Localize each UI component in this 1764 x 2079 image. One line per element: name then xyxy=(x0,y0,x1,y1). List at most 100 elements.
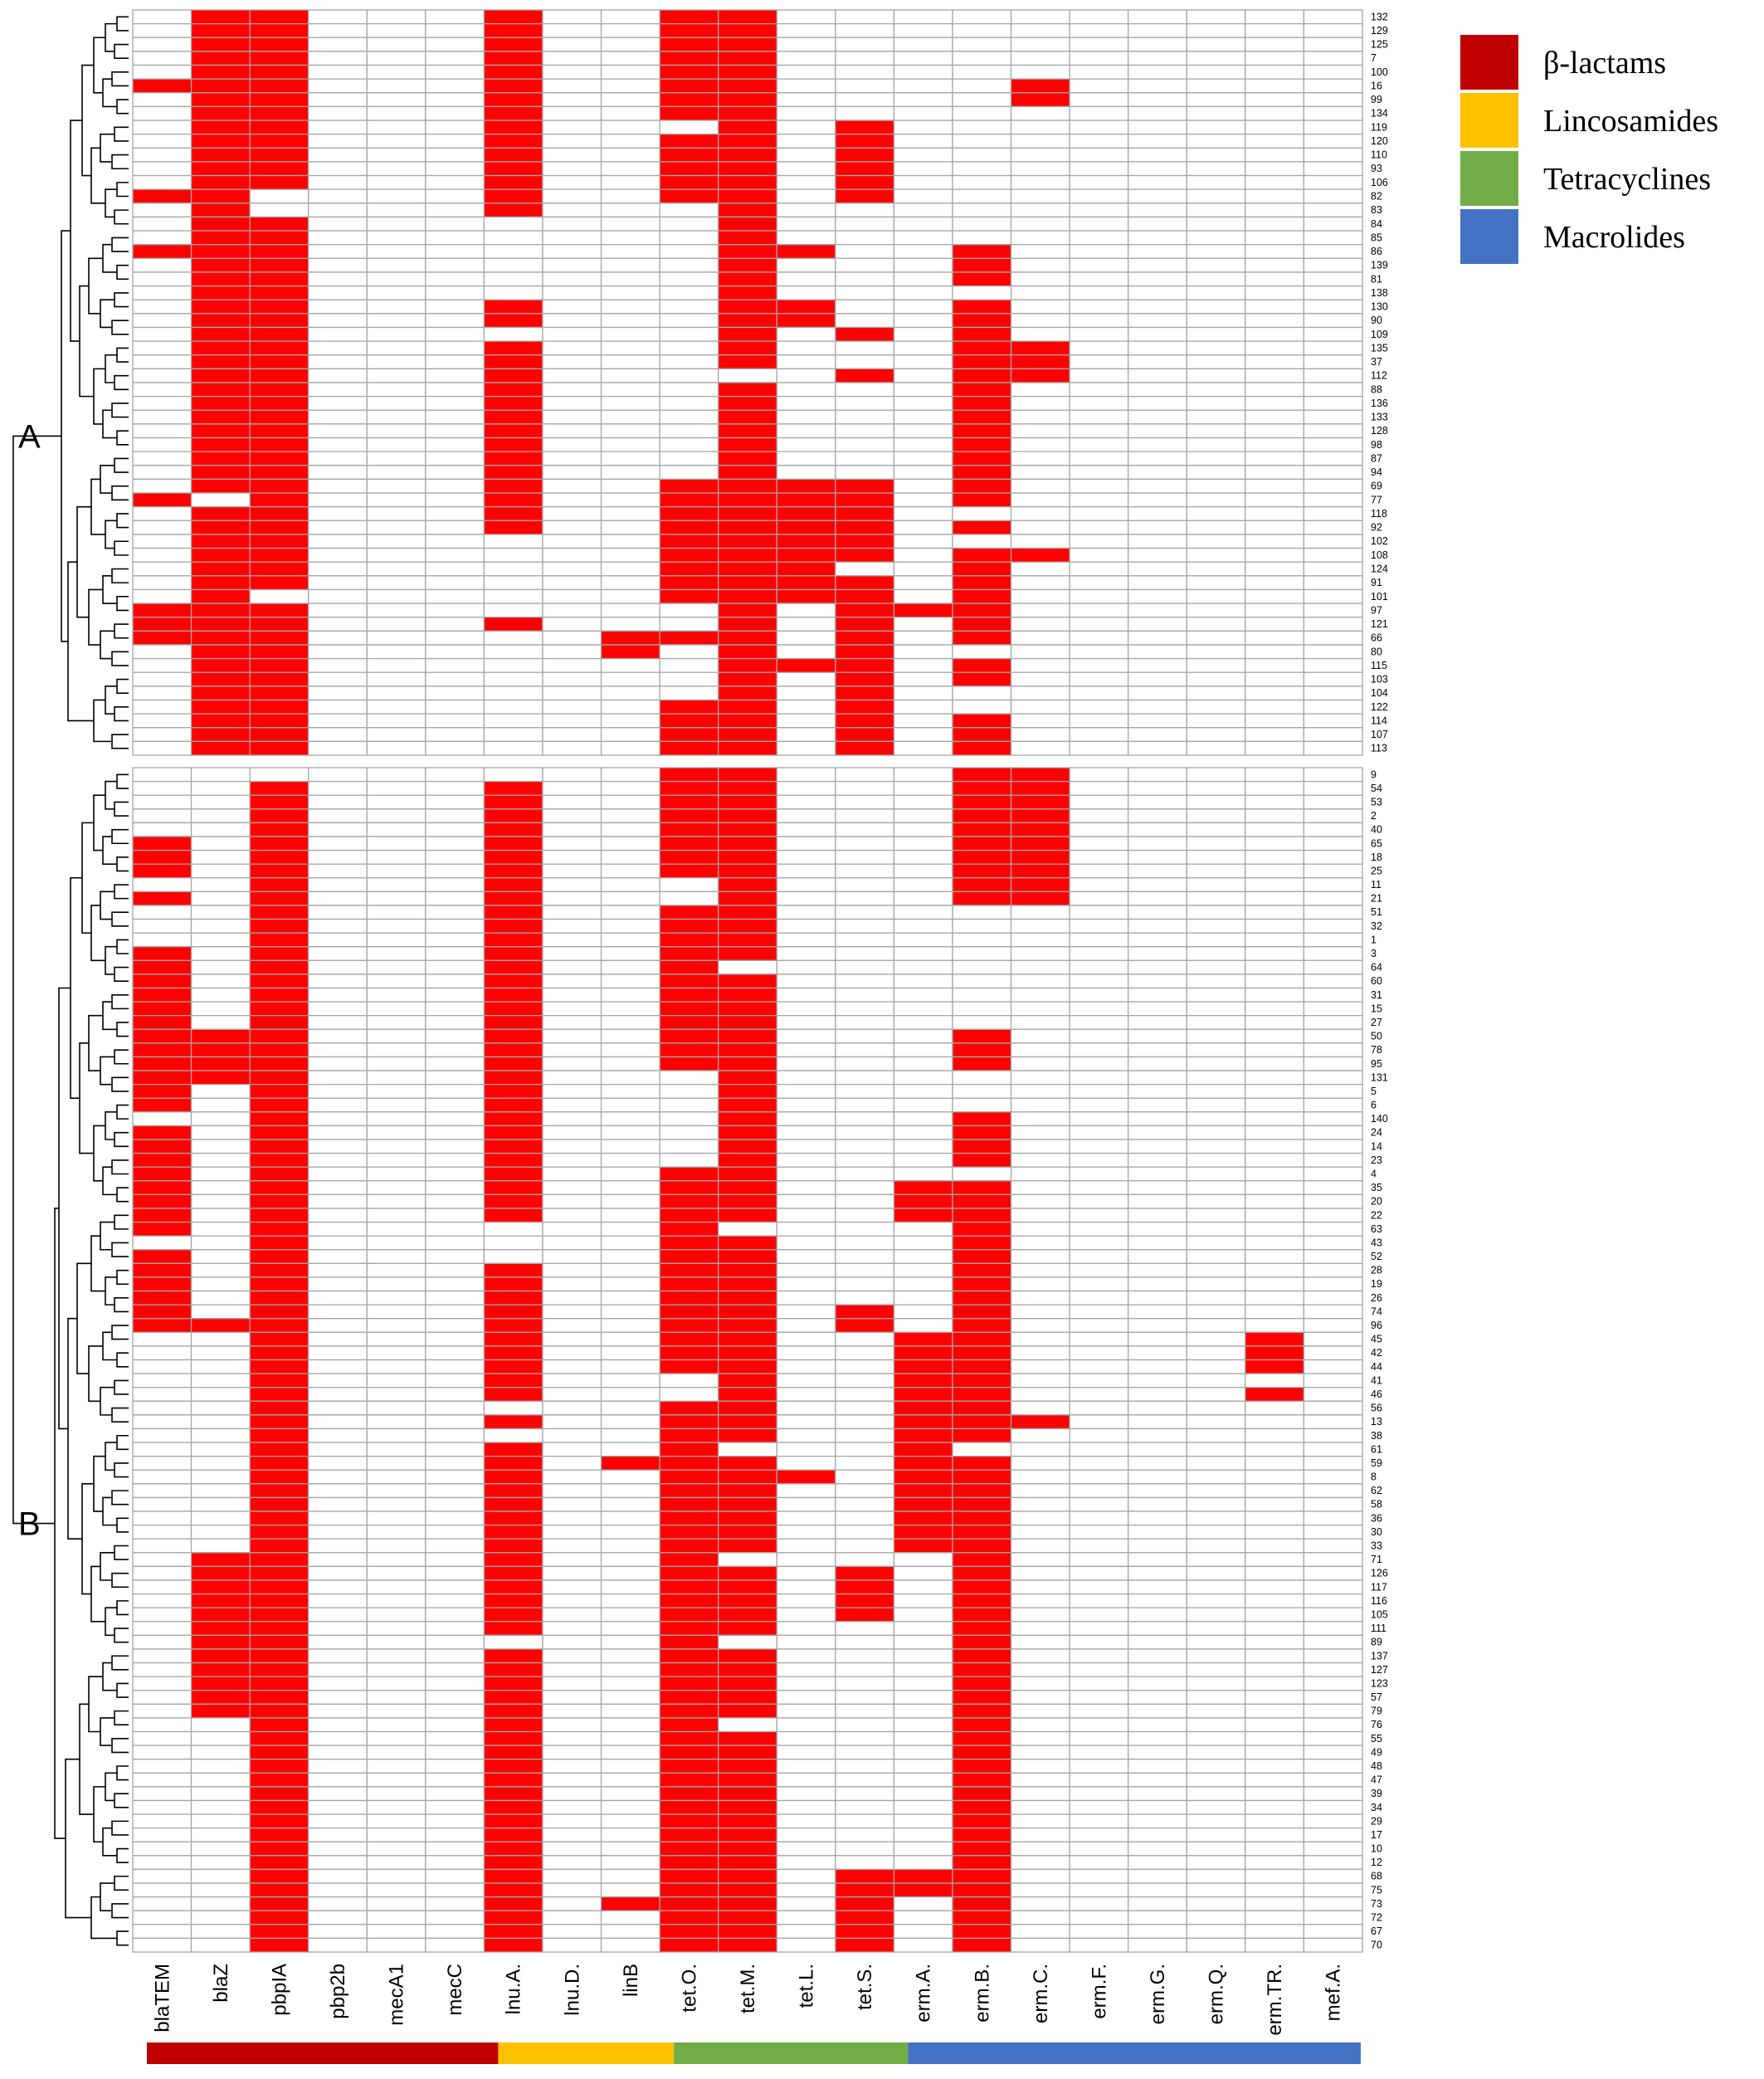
heatmap-cell xyxy=(1069,1262,1129,1278)
heatmap-cell xyxy=(132,1759,192,1774)
heatmap-cell xyxy=(776,1703,836,1719)
heatmap-cell xyxy=(1186,161,1246,177)
heatmap-cell xyxy=(776,534,836,549)
row-id-label: 5 xyxy=(1371,1086,1377,1097)
heatmap-cell xyxy=(132,1730,192,1746)
heatmap-cell xyxy=(659,1910,719,1925)
heatmap-cell xyxy=(952,1937,1012,1953)
heatmap-cell xyxy=(542,326,602,342)
heatmap-cell xyxy=(483,1070,543,1086)
heatmap-cell xyxy=(718,644,777,660)
heatmap-cell xyxy=(308,1690,368,1705)
heatmap-cell xyxy=(542,147,602,163)
heatmap-cell xyxy=(1069,686,1129,701)
heatmap-cell xyxy=(1010,1483,1070,1499)
heatmap-cell xyxy=(1186,354,1246,370)
heatmap-cell xyxy=(132,134,192,149)
heatmap-cell xyxy=(249,849,309,865)
heatmap-cell xyxy=(835,1772,895,1788)
heatmap-cell xyxy=(249,1427,309,1443)
heatmap-cell xyxy=(1303,1001,1363,1017)
heatmap-cell xyxy=(249,740,309,756)
heatmap-cell xyxy=(600,216,660,232)
heatmap-cell xyxy=(542,686,602,701)
dendrogram-branch xyxy=(116,182,129,198)
heatmap-cell xyxy=(1245,1662,1305,1677)
heatmap-cell xyxy=(1186,1703,1246,1719)
heatmap-cell xyxy=(132,1083,192,1099)
heatmap-cell xyxy=(893,1813,953,1829)
heatmap-cell xyxy=(835,686,895,701)
heatmap-cell xyxy=(835,1276,895,1292)
heatmap-cell xyxy=(425,1028,485,1044)
heatmap-cell xyxy=(190,959,251,975)
heatmap-cell xyxy=(190,686,251,701)
heatmap-cell xyxy=(425,64,485,80)
heatmap-cell xyxy=(366,1276,426,1292)
heatmap-cell xyxy=(952,1193,1012,1209)
heatmap-cell xyxy=(132,987,192,1003)
heatmap-cell xyxy=(1010,368,1070,383)
heatmap-cell xyxy=(483,1496,543,1512)
row-id-label: 108 xyxy=(1371,549,1388,561)
heatmap-cell xyxy=(1186,932,1246,948)
heatmap-cell xyxy=(190,9,251,25)
heatmap-cell xyxy=(600,808,660,824)
row-id-label: 70 xyxy=(1371,1940,1382,1951)
heatmap-cell xyxy=(835,37,895,52)
heatmap-cell xyxy=(1128,465,1187,481)
heatmap-cell xyxy=(776,134,836,149)
heatmap-cell xyxy=(659,478,719,494)
heatmap-cell xyxy=(776,1690,836,1705)
heatmap-cell xyxy=(1010,534,1070,549)
heatmap-cell xyxy=(659,863,719,879)
heatmap-cell xyxy=(600,1552,660,1568)
heatmap-cell xyxy=(1069,1593,1129,1608)
heatmap-cell xyxy=(190,1772,251,1788)
heatmap-cell xyxy=(132,492,192,508)
heatmap-cell xyxy=(659,1855,719,1871)
heatmap-cell xyxy=(1186,340,1246,356)
heatmap-cell xyxy=(1186,1524,1246,1540)
heatmap-cell xyxy=(776,1042,836,1058)
heatmap-cell xyxy=(1010,1290,1070,1305)
heatmap-cell xyxy=(1186,1799,1246,1815)
heatmap-cell xyxy=(1186,1772,1246,1788)
heatmap-cell xyxy=(366,1400,426,1416)
heatmap-cell xyxy=(308,37,368,52)
heatmap-cell xyxy=(835,699,895,715)
heatmap-cell xyxy=(366,588,426,604)
heatmap-cell xyxy=(366,423,426,439)
heatmap-cell xyxy=(776,174,836,190)
heatmap-cell xyxy=(952,78,1012,94)
heatmap-cell xyxy=(1186,1359,1246,1374)
heatmap-cell xyxy=(1128,37,1187,52)
heatmap-cell xyxy=(425,727,485,743)
heatmap-cell xyxy=(893,51,953,66)
row-id-label: 26 xyxy=(1371,1292,1382,1304)
heatmap-cell xyxy=(1303,1896,1363,1911)
heatmap-cell xyxy=(1186,1345,1246,1361)
heatmap-cell xyxy=(600,230,660,246)
heatmap-cell xyxy=(425,1855,485,1871)
heatmap-cell xyxy=(776,905,836,920)
heatmap-cell xyxy=(1303,1786,1363,1802)
heatmap-cell xyxy=(190,1111,251,1127)
heatmap-cell xyxy=(542,1180,602,1196)
heatmap-cell xyxy=(366,644,426,660)
heatmap-cell xyxy=(366,1427,426,1443)
heatmap-cell xyxy=(1186,727,1246,743)
heatmap-cell xyxy=(1010,1924,1070,1940)
heatmap-cell xyxy=(366,1414,426,1430)
dendrogram-branch xyxy=(116,1269,129,1286)
heatmap-cell xyxy=(1245,1235,1305,1251)
heatmap-cell xyxy=(718,863,777,879)
heatmap-cell xyxy=(249,1166,309,1182)
heatmap-cell xyxy=(659,713,719,729)
row-id-label: 90 xyxy=(1371,315,1382,326)
heatmap-cell xyxy=(1010,918,1070,934)
heatmap-cell xyxy=(483,740,543,756)
row-id-label: 79 xyxy=(1371,1706,1382,1717)
heatmap-cell xyxy=(893,1456,953,1471)
